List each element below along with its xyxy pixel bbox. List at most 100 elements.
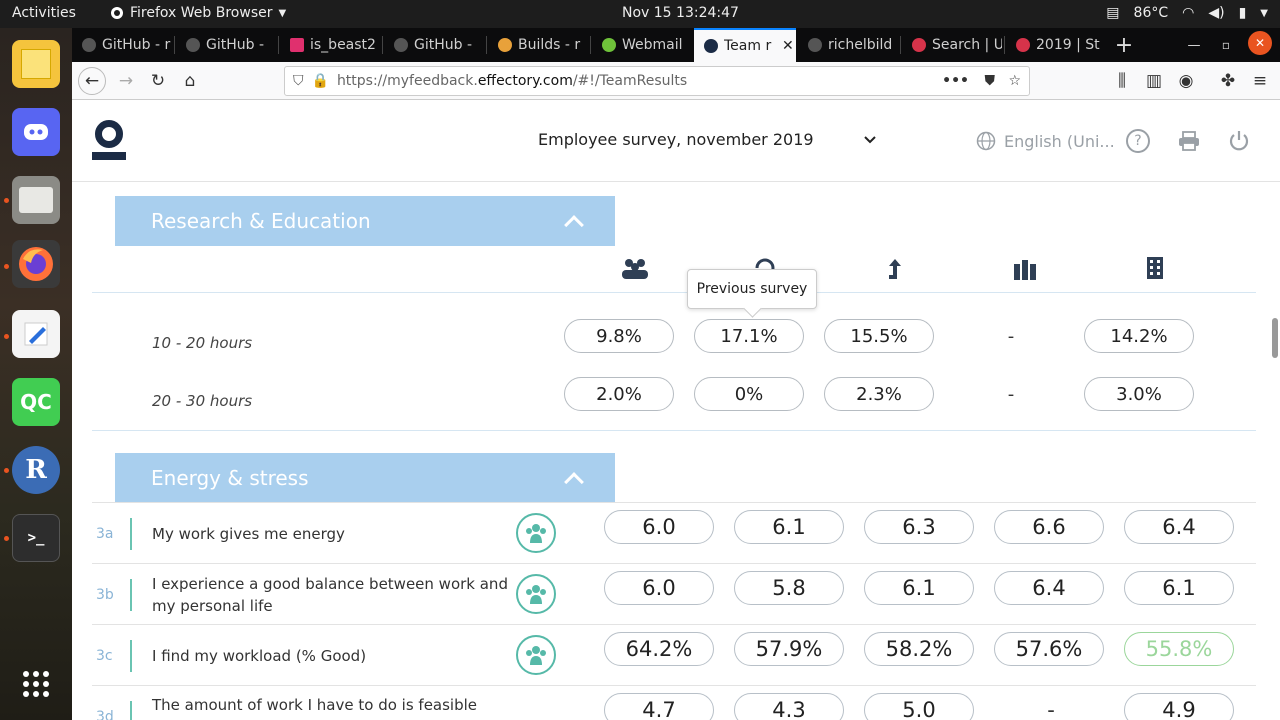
reload-button[interactable]: ↻ xyxy=(150,71,166,91)
files-icon[interactable] xyxy=(12,176,60,224)
web-page: Employee survey, november 2019 English (… xyxy=(72,100,1280,720)
score-pill[interactable]: 5.0 xyxy=(864,693,974,720)
score-pill[interactable]: 5.8 xyxy=(734,571,844,605)
tab[interactable]: 2019 | St xyxy=(1006,28,1106,62)
question-number: 3a xyxy=(96,526,114,542)
url-prefix: https://myfeedback. xyxy=(336,73,478,89)
page-actions-icon[interactable]: ••• xyxy=(942,73,969,89)
value-pill[interactable]: 2.3% xyxy=(824,377,934,411)
search-tab-icon xyxy=(912,38,926,52)
tab-separator xyxy=(174,36,175,54)
close-tab-icon[interactable]: ✕ xyxy=(782,38,794,54)
chevron-up-icon[interactable] xyxy=(564,472,584,492)
tab-bar: GitHub - r GitHub - is_beast2 GitHub - B… xyxy=(72,28,1280,62)
score-pill[interactable]: 58.2% xyxy=(864,632,974,666)
question-person-icon[interactable] xyxy=(516,513,556,553)
help-icon[interactable]: ? xyxy=(1126,129,1150,153)
bookmark-star-icon[interactable]: ☆ xyxy=(1008,73,1021,89)
new-tab-button[interactable]: + xyxy=(1114,32,1134,58)
qt-creator-icon[interactable]: QC xyxy=(12,378,60,426)
account-icon[interactable]: ◉ xyxy=(1178,71,1194,91)
tab[interactable]: Webmail xyxy=(592,28,692,62)
score-pill[interactable]: 4.7 xyxy=(604,693,714,720)
question-person-icon[interactable] xyxy=(516,635,556,675)
text-editor-icon[interactable] xyxy=(12,310,60,358)
home-button[interactable]: ⌂ xyxy=(184,71,196,91)
tab-label: 2019 | St xyxy=(1036,37,1100,53)
score-pill[interactable]: 64.2% xyxy=(604,632,714,666)
tab[interactable]: is_beast2 xyxy=(280,28,380,62)
language-selector[interactable]: English (Uni... xyxy=(976,131,1115,151)
library-icon[interactable]: ⫼ xyxy=(1118,71,1126,91)
section-header-research[interactable]: Research & Education xyxy=(115,196,615,246)
empty-value: - xyxy=(1007,384,1015,405)
question-number: 3c xyxy=(96,648,113,664)
tab-label: Team r xyxy=(724,38,772,54)
value-pill[interactable]: 0% xyxy=(694,377,804,411)
r-icon[interactable]: R xyxy=(12,446,60,494)
question-person-icon[interactable] xyxy=(516,574,556,614)
score-pill[interactable]: 6.1 xyxy=(734,510,844,544)
chevron-down-icon: ▼ xyxy=(1260,7,1268,19)
score-pill[interactable]: 6.0 xyxy=(604,510,714,544)
score-pill-positive[interactable]: 55.8% xyxy=(1124,632,1234,666)
power-icon[interactable] xyxy=(1226,128,1252,154)
score-pill[interactable]: 6.1 xyxy=(864,571,974,605)
app-menu[interactable]: Firefox Web Browser ▼ xyxy=(110,5,286,21)
score-pill[interactable]: 6.3 xyxy=(864,510,974,544)
value-pill[interactable]: 17.1% xyxy=(694,319,804,353)
activities-button[interactable]: Activities xyxy=(12,5,76,21)
shield-icon[interactable]: ⛉ xyxy=(293,73,304,89)
value-pill[interactable]: 14.2% xyxy=(1084,319,1194,353)
tab-separator xyxy=(278,36,279,54)
section-header-energy[interactable]: Energy & stress xyxy=(115,453,615,503)
lock-icon[interactable]: 🔒 xyxy=(311,73,329,89)
survey-selector[interactable]: Employee survey, november 2019 xyxy=(538,130,876,149)
tab[interactable]: Builds - r xyxy=(488,28,588,62)
back-button[interactable]: ← xyxy=(78,67,106,95)
value-pill[interactable]: 9.8% xyxy=(564,319,674,353)
tab-label: Search | U xyxy=(932,37,1002,53)
forward-button[interactable]: → xyxy=(118,71,134,91)
sticky-notes-icon[interactable] xyxy=(12,40,60,88)
value-pill[interactable]: 3.0% xyxy=(1084,377,1194,411)
tab-label: GitHub - xyxy=(206,37,265,53)
score-pill[interactable]: 6.1 xyxy=(1124,571,1234,605)
score-pill[interactable]: 6.6 xyxy=(994,510,1104,544)
tab-active[interactable]: Team r ✕ xyxy=(694,28,796,62)
running-indicator xyxy=(4,334,9,339)
discord-icon[interactable] xyxy=(12,108,60,156)
tab[interactable]: Search | U xyxy=(902,28,1002,62)
score-pill[interactable]: 4.9 xyxy=(1124,693,1234,720)
value-pill[interactable]: 2.0% xyxy=(564,377,674,411)
score-pill[interactable]: 57.6% xyxy=(994,632,1104,666)
tab[interactable]: GitHub - r xyxy=(72,28,174,62)
score-pill[interactable]: 6.0 xyxy=(604,571,714,605)
score-pill[interactable]: 6.4 xyxy=(1124,510,1234,544)
pocket-icon[interactable]: ⛊ xyxy=(984,73,996,89)
clock[interactable]: Nov 15 13:24:47 xyxy=(622,5,739,21)
print-icon[interactable] xyxy=(1176,128,1202,154)
minimize-button[interactable]: — xyxy=(1187,37,1201,53)
scrollbar-thumb[interactable] xyxy=(1272,318,1278,358)
effectory-logo[interactable] xyxy=(92,120,126,162)
tab[interactable]: richelbild xyxy=(798,28,898,62)
score-pill[interactable]: 6.4 xyxy=(994,571,1104,605)
system-tray[interactable]: ▤ 86°C ◠ ◀) ▮ ▼ xyxy=(1106,5,1268,21)
tab[interactable]: GitHub - xyxy=(384,28,484,62)
value-pill[interactable]: 15.5% xyxy=(824,319,934,353)
tab[interactable]: GitHub - xyxy=(176,28,276,62)
maximize-button[interactable]: ▫ xyxy=(1221,38,1231,52)
score-pill[interactable]: 4.3 xyxy=(734,693,844,720)
score-pill[interactable]: 57.9% xyxy=(734,632,844,666)
menu-icon[interactable]: ≡ xyxy=(1252,71,1268,91)
extensions-icon[interactable]: ✤ xyxy=(1220,71,1236,91)
terminal-icon[interactable]: >_ xyxy=(12,514,60,562)
url-bar[interactable]: ⛉ 🔒 https://myfeedback.effectory.com/#!/… xyxy=(284,66,1030,96)
sidebar-icon[interactable]: ▥ xyxy=(1145,71,1163,91)
close-window-button[interactable]: ✕ xyxy=(1248,31,1272,55)
apps-grid-icon[interactable] xyxy=(12,660,60,708)
running-indicator xyxy=(4,468,9,473)
firefox-icon[interactable] xyxy=(12,240,60,288)
chevron-up-icon[interactable] xyxy=(564,215,584,235)
